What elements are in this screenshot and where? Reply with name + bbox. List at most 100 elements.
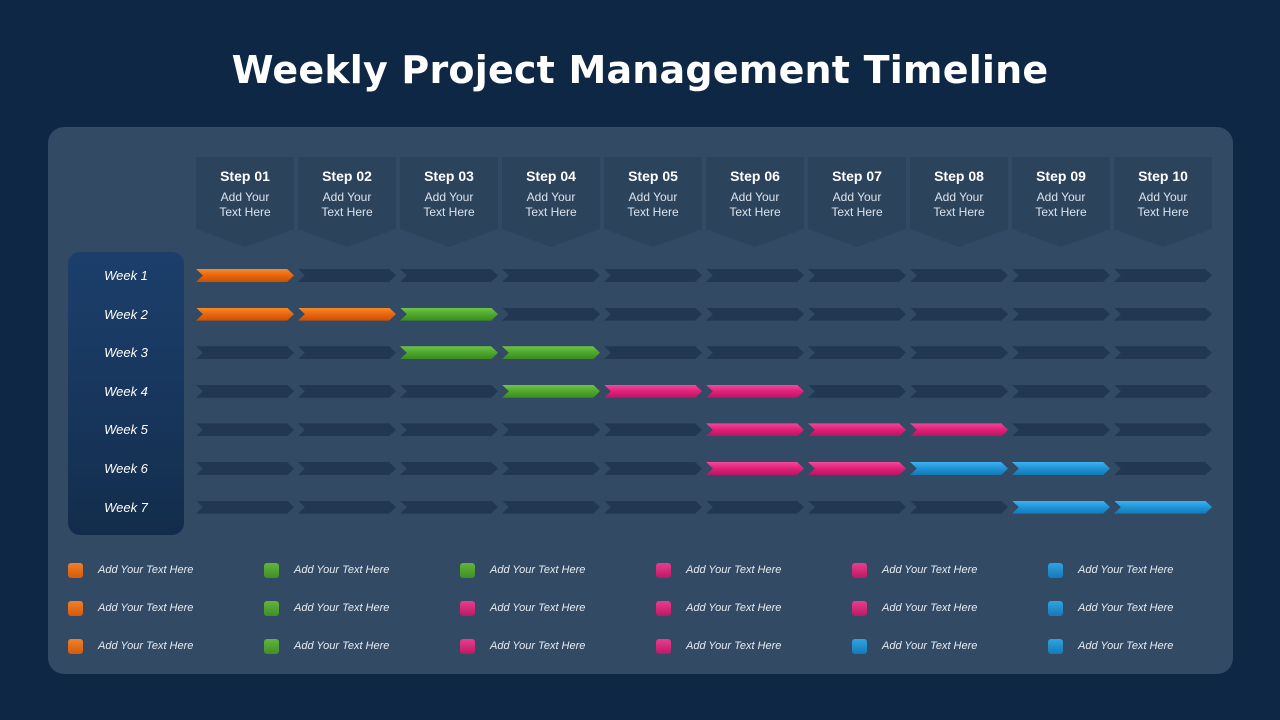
- timeline-cell-empty: [502, 500, 600, 514]
- timeline-cell-empty: [1012, 384, 1110, 398]
- timeline-cell-empty: [502, 462, 600, 475]
- timeline-cell-empty: [196, 423, 294, 437]
- step-description: Add Your Text Here: [1137, 190, 1189, 219]
- timeline-cell-empty: [1114, 384, 1212, 398]
- timeline-cell-empty: [196, 346, 294, 360]
- timeline-cell-empty: [298, 346, 396, 360]
- timeline-cell-empty: [604, 307, 702, 321]
- timeline-cell-empty: [196, 462, 294, 475]
- legend-swatch-pink: [852, 563, 867, 578]
- legend-text: Add Your Text Here: [1078, 602, 1174, 614]
- step-title: Step 06: [730, 168, 780, 184]
- timeline-cell-empty: [808, 346, 906, 360]
- timeline-bar-pink: [808, 423, 906, 437]
- weeks-column: [68, 252, 184, 535]
- legend-text: Add Your Text Here: [98, 640, 194, 652]
- step-title: Step 10: [1138, 168, 1188, 184]
- timeline-cell-empty: [400, 269, 498, 282]
- timeline-cell-empty: [502, 269, 600, 282]
- legend-text: Add Your Text Here: [686, 602, 782, 614]
- timeline-bar-green: [400, 346, 498, 360]
- timeline-bar-green: [502, 384, 600, 398]
- step-title: Step 04: [526, 168, 576, 184]
- timeline-cell-empty: [604, 269, 702, 282]
- timeline-bar-orange: [196, 307, 294, 321]
- timeline-cell-empty: [298, 500, 396, 514]
- week-label: Week 1: [104, 268, 148, 283]
- timeline-cell-empty: [400, 384, 498, 398]
- week-label: Week 5: [104, 422, 148, 438]
- timeline-cell-empty: [502, 307, 600, 321]
- timeline-cell-empty: [1114, 307, 1212, 321]
- legend-swatch-pink: [656, 639, 671, 654]
- step-header: Step 05 Add Your Text Here: [604, 157, 702, 247]
- timeline-bar-pink: [910, 423, 1008, 437]
- timeline-cell-empty: [298, 462, 396, 475]
- timeline-bar-pink: [808, 462, 906, 475]
- legend-text: Add Your Text Here: [882, 640, 978, 652]
- step-description: Add Your Text Here: [525, 190, 577, 219]
- week-label: Week 4: [104, 383, 148, 399]
- timeline-cell-empty: [1114, 423, 1212, 437]
- timeline-cell-empty: [1114, 346, 1212, 360]
- step-title: Step 09: [1036, 168, 1086, 184]
- timeline-cell-empty: [196, 384, 294, 398]
- step-description: Add Your Text Here: [729, 190, 781, 219]
- week-label: Week 6: [104, 461, 148, 476]
- timeline-cell-empty: [1012, 346, 1110, 360]
- week-label: Week 3: [104, 345, 148, 361]
- step-header: Step 06 Add Your Text Here: [706, 157, 804, 247]
- legend-text: Add Your Text Here: [686, 640, 782, 652]
- timeline-bar-green: [502, 346, 600, 360]
- step-title: Step 02: [322, 168, 372, 184]
- timeline-bar-green: [400, 307, 498, 321]
- timeline-cell-empty: [910, 346, 1008, 360]
- legend-swatch-blue: [852, 639, 867, 654]
- timeline-bar-orange: [196, 269, 294, 282]
- legend-text: Add Your Text Here: [882, 602, 978, 614]
- timeline-cell-empty: [706, 269, 804, 282]
- timeline-cell-empty: [1114, 269, 1212, 282]
- legend-text: Add Your Text Here: [490, 640, 586, 652]
- legend-text: Add Your Text Here: [490, 602, 586, 614]
- timeline-bar-blue: [910, 462, 1008, 475]
- timeline-cell-empty: [502, 423, 600, 437]
- timeline-cell-empty: [400, 462, 498, 475]
- timeline-bar-blue: [1012, 500, 1110, 514]
- timeline-cell-empty: [706, 346, 804, 360]
- timeline-cell-empty: [1012, 307, 1110, 321]
- step-description: Add Your Text Here: [933, 190, 985, 219]
- step-description: Add Your Text Here: [627, 190, 679, 219]
- legend-swatch-orange: [68, 601, 83, 616]
- legend-text: Add Your Text Here: [294, 640, 390, 652]
- legend-swatch-green: [264, 601, 279, 616]
- step-header: Step 10 Add Your Text Here: [1114, 157, 1212, 247]
- step-description: Add Your Text Here: [423, 190, 475, 219]
- legend-swatch-pink: [656, 601, 671, 616]
- timeline-cell-empty: [400, 423, 498, 437]
- legend-swatch-green: [460, 563, 475, 578]
- timeline-cell-empty: [706, 307, 804, 321]
- legend-swatch-pink: [460, 601, 475, 616]
- timeline-cell-empty: [910, 269, 1008, 282]
- legend-swatch-blue: [1048, 601, 1063, 616]
- timeline-cell-empty: [604, 462, 702, 475]
- week-label: Week 2: [104, 306, 148, 322]
- legend-swatch-green: [264, 563, 279, 578]
- step-header: Step 02 Add Your Text Here: [298, 157, 396, 247]
- legend-text: Add Your Text Here: [1078, 640, 1174, 652]
- step-title: Step 01: [220, 168, 270, 184]
- timeline-cell-empty: [604, 423, 702, 437]
- week-label: Week 7: [104, 499, 148, 515]
- step-title: Step 03: [424, 168, 474, 184]
- step-header: Step 08 Add Your Text Here: [910, 157, 1008, 247]
- timeline-cell-empty: [298, 423, 396, 437]
- step-title: Step 08: [934, 168, 984, 184]
- timeline-bar-orange: [298, 307, 396, 321]
- page-title: Weekly Project Management Timeline: [231, 48, 1049, 92]
- legend-text: Add Your Text Here: [98, 602, 194, 614]
- timeline-bar-blue: [1012, 462, 1110, 475]
- step-description: Add Your Text Here: [1035, 190, 1087, 219]
- step-header: Step 01 Add Your Text Here: [196, 157, 294, 247]
- step-title: Step 05: [628, 168, 678, 184]
